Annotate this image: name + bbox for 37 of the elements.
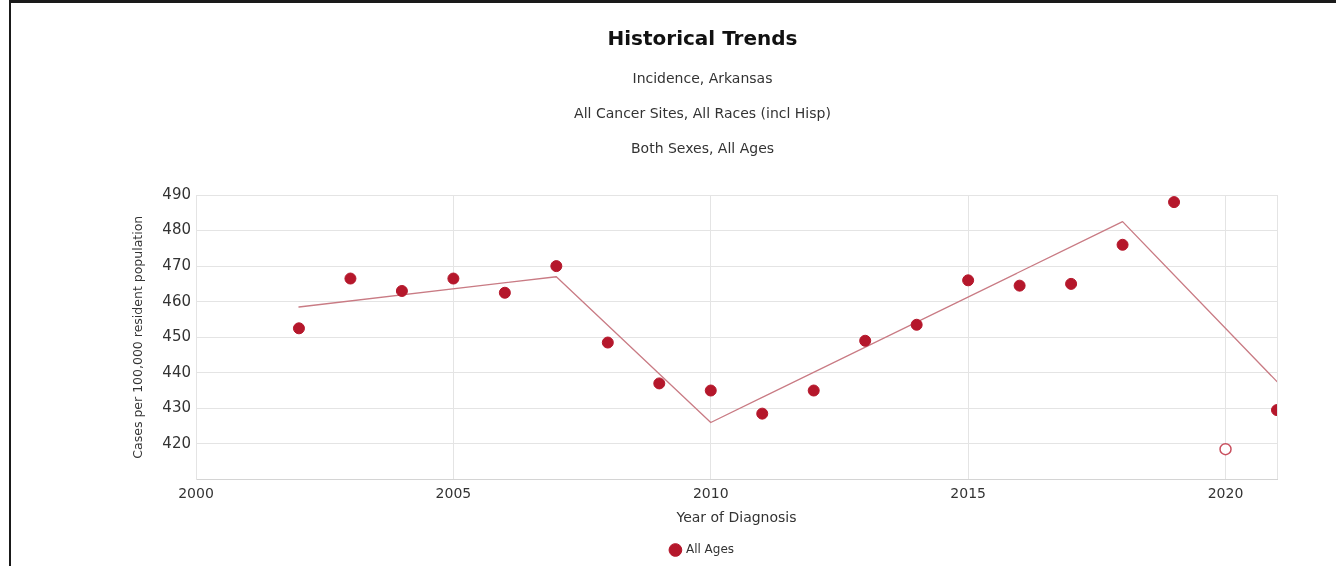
point [344,272,357,285]
point [704,384,717,397]
y-tick-label: 460 [162,291,191,310]
point [601,336,614,349]
point [1065,277,1078,290]
point [1219,442,1232,456]
point [498,286,511,299]
legend-label: All Ages [685,542,735,557]
chart-title: Historical Trends [607,26,798,51]
x-tick-label: 2020 [1207,485,1244,502]
y-tick-label: 420 [162,433,191,452]
x-axis-title: Year of Diagnosis [675,509,797,526]
y-tick-label: 440 [162,362,191,381]
y-tick-label: 480 [162,220,191,239]
point [550,260,563,273]
x-tick-label: 2010 [692,485,729,502]
point [1013,279,1026,292]
point [962,274,975,287]
point [756,407,769,420]
y-axis-title: Cases per 100,000 resident population [129,215,145,459]
point [807,384,820,397]
y-tick-label: 490 [162,184,191,203]
text: Incidence, Arkansas All Cancer Sites, All Races (incl Hisp) Both Sexes, All Ages [574,70,831,157]
x-tick-label: 2015 [950,485,986,502]
point [292,322,305,335]
y-tick-label: 430 [162,398,191,417]
point [1168,196,1181,209]
y-tick-label: 450 [162,327,191,346]
point [910,318,923,331]
point [447,272,460,285]
point [1116,238,1129,251]
point [395,284,408,297]
point [859,334,872,347]
x-tick-label: 2000 [178,485,214,502]
x-tick-label: 2005 [435,485,472,502]
point [653,377,666,390]
y-tick-label: 470 [162,255,191,274]
